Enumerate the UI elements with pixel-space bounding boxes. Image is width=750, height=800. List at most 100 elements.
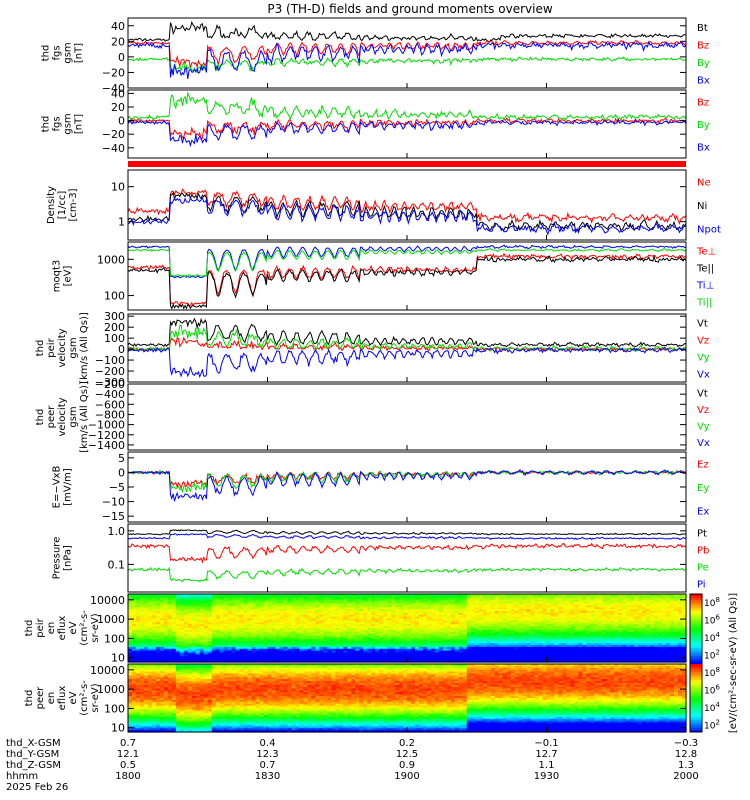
heatmap-cell: [387, 633, 392, 637]
heatmap-cell: [590, 637, 595, 640]
heatmap-cell: [614, 643, 619, 646]
heatmap-cell: [171, 652, 177, 656]
heatmap-cell: [331, 631, 336, 635]
heatmap-cell: [271, 641, 277, 644]
heatmap-cell: [562, 594, 568, 597]
heatmap-cell: [590, 628, 595, 631]
heatmap-cell: [546, 616, 552, 620]
heatmap-cell: [267, 645, 273, 648]
heatmap-cell: [339, 603, 344, 606]
heatmap-cell: [546, 646, 552, 650]
heatmap-cell: [562, 645, 568, 648]
heatmap-cell: [139, 597, 145, 601]
heatmap-cell: [502, 607, 508, 610]
heatmap-cell: [371, 652, 376, 656]
heatmap-cell: [482, 660, 488, 663]
heatmap-cell: [462, 618, 468, 622]
heatmap-cell: [267, 618, 273, 622]
heatmap-cell: [307, 639, 312, 642]
heatmap-cell: [179, 609, 185, 612]
heatmap-cell: [614, 654, 619, 657]
heatmap-cell: [339, 595, 344, 599]
heatmap-cell: [614, 614, 619, 618]
heatmap-cell: [195, 594, 201, 597]
heatmap-cell: [606, 658, 611, 661]
heatmap-cell: [307, 624, 312, 627]
heatmap-cell: [139, 601, 145, 605]
heatmap-cell: [311, 643, 316, 646]
heatmap-cell: [538, 628, 544, 631]
heatmap-cell: [128, 605, 133, 608]
heatmap-cell: [347, 599, 352, 603]
heatmap-cell: [395, 646, 400, 650]
heatmap-cell: [215, 622, 221, 625]
heatmap-cell: [179, 607, 185, 610]
heatmap-cell: [319, 652, 324, 656]
heatmap-cell: [255, 626, 261, 629]
heatmap-cell: [622, 656, 627, 659]
heatmap-cell: [339, 614, 344, 618]
heatmap-cell: [614, 618, 619, 622]
heatmap-cell: [578, 656, 583, 659]
heatmap-cell: [490, 624, 496, 627]
heatmap-cell: [331, 626, 336, 629]
heatmap-cell: [323, 607, 328, 610]
heatmap-cell: [610, 624, 615, 627]
heatmap-cell: [251, 624, 257, 627]
heatmap-cell: [562, 616, 568, 620]
heatmap-cell: [618, 629, 623, 633]
heatmap-cell: [474, 612, 480, 616]
heatmap-cell: [207, 628, 213, 631]
heatmap-cell: [522, 643, 528, 646]
heatmap-cell: [642, 660, 647, 663]
heatmap-cell: [143, 646, 149, 650]
heatmap-cell: [379, 601, 384, 605]
heatmap-cell: [347, 601, 352, 605]
heatmap-cell: [151, 618, 157, 622]
heatmap-cell: [159, 641, 165, 644]
heatmap-cell: [506, 614, 512, 618]
heatmap-cell: [395, 624, 400, 627]
heatmap-cell: [399, 660, 404, 663]
heatmap-cell: [259, 650, 265, 654]
heatmap-cell: [598, 631, 603, 635]
heatmap-cell: [407, 605, 412, 608]
heatmap-cell: [514, 639, 520, 642]
heatmap-cell: [359, 614, 364, 618]
heatmap-cell: [275, 629, 281, 633]
heatmap-cell: [195, 599, 201, 603]
heatmap-cell: [610, 646, 615, 650]
heatmap-cell: [518, 609, 524, 612]
heatmap-cell: [351, 624, 356, 627]
heatmap-cell: [574, 599, 579, 603]
heatmap-cell: [606, 614, 611, 618]
heatmap-cell: [518, 629, 524, 633]
heatmap-cell: [538, 614, 544, 618]
heatmap-cell: [422, 607, 428, 610]
legend-Te||: Te||: [696, 264, 714, 275]
heatmap-cell: [283, 603, 289, 606]
heatmap-cell: [371, 635, 376, 639]
heatmap-cell: [407, 646, 412, 650]
heatmap-cell: [558, 654, 564, 657]
heatmap-cell: [131, 645, 137, 648]
heatmap-cell: [586, 646, 591, 650]
heatmap-cell: [255, 614, 261, 618]
heatmap-cell: [530, 654, 536, 657]
heatmap-cell: [430, 626, 436, 629]
heatmap-cell: [626, 616, 631, 620]
heatmap-cell: [279, 624, 285, 627]
heatmap-cell: [410, 594, 416, 597]
heatmap-cell: [626, 620, 631, 623]
heatmap-cell: [191, 616, 197, 620]
heatmap-cell: [251, 609, 257, 612]
heatmap-cell: [446, 622, 452, 625]
heatmap-cell: [486, 660, 492, 663]
heatmap-cell: [442, 635, 448, 639]
heatmap-cell: [359, 652, 364, 656]
heatmap-cell: [514, 643, 520, 646]
heatmap-cell: [331, 641, 336, 644]
heatmap-cell: [510, 597, 516, 601]
heatmap-cell: [295, 631, 300, 635]
heatmap-cell: [147, 622, 153, 625]
